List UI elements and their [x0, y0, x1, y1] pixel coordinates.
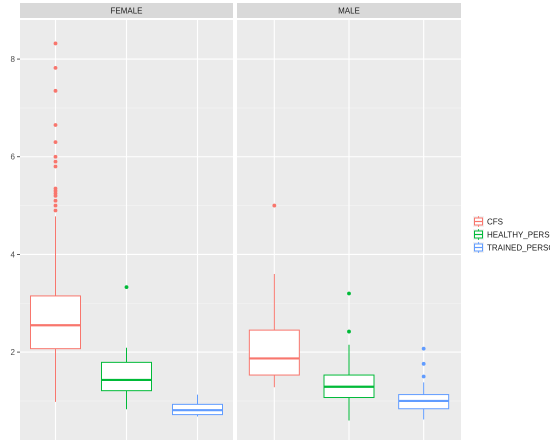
outlier-point [53, 164, 58, 169]
legend-item-trained-person: TRAINED_PERSON [473, 242, 550, 253]
strip-label-female: FEMALE [110, 7, 142, 16]
iqr-box [30, 295, 81, 350]
box-male-trained-person [398, 346, 450, 420]
outlier-point [53, 154, 58, 159]
y-tick-label: 6 [11, 153, 16, 162]
legend-item-healthy-person: HEALTHY_PERSON [473, 229, 550, 240]
outlier-point [53, 123, 58, 127]
legend-item-cfs: CFS [473, 216, 503, 227]
outlier-point [53, 65, 58, 70]
legend: CFS HEALTHY_PERSON TRAINED_PERSON [473, 216, 550, 253]
outlier-point [53, 140, 58, 144]
box-female-trained-person [172, 394, 223, 417]
outlier-point [272, 203, 277, 208]
legend-label: HEALTHY_PERSON [487, 231, 550, 240]
legend-label: CFS [487, 218, 503, 227]
outlier-point [347, 291, 351, 296]
outlier-point [53, 198, 58, 203]
panel-female: FEMALE [20, 3, 233, 440]
outlier-point [124, 285, 129, 290]
outlier-point [421, 346, 426, 351]
outlier-point [53, 186, 58, 191]
outlier-point [53, 203, 58, 208]
box-male-cfs [248, 203, 300, 388]
iqr-box [248, 329, 300, 376]
outlier-point [347, 329, 351, 334]
outlier-point [421, 374, 426, 379]
legend-label: TRAINED_PERSON [487, 244, 550, 253]
outlier-point [53, 88, 58, 93]
box-female-healthy-person [101, 285, 152, 410]
facet-panels: FEMALE MALE [20, 3, 461, 440]
y-axis: 2 4 6 8 [11, 55, 20, 357]
outlier-point [53, 208, 58, 213]
outlier-point [53, 159, 58, 164]
box-male-healthy-person [323, 291, 375, 421]
outlier-point [53, 41, 58, 46]
iqr-box [101, 361, 152, 392]
y-tick-label: 8 [11, 55, 16, 64]
strip-label-male: MALE [338, 7, 360, 16]
y-tick-label: 4 [11, 250, 16, 259]
strip-female [20, 3, 233, 18]
strip-male [237, 3, 461, 18]
panel-male: MALE [237, 3, 461, 440]
box-female-cfs [30, 41, 81, 402]
y-tick-label: 2 [11, 348, 16, 357]
outlier-point [421, 361, 426, 366]
